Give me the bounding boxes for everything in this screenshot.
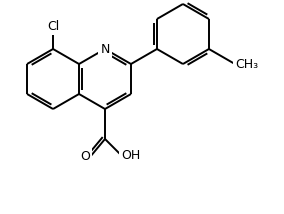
Text: N: N	[100, 43, 110, 55]
Text: OH: OH	[122, 149, 141, 162]
Text: CH₃: CH₃	[235, 58, 258, 70]
Text: O: O	[80, 150, 90, 163]
Text: Cl: Cl	[47, 20, 59, 33]
